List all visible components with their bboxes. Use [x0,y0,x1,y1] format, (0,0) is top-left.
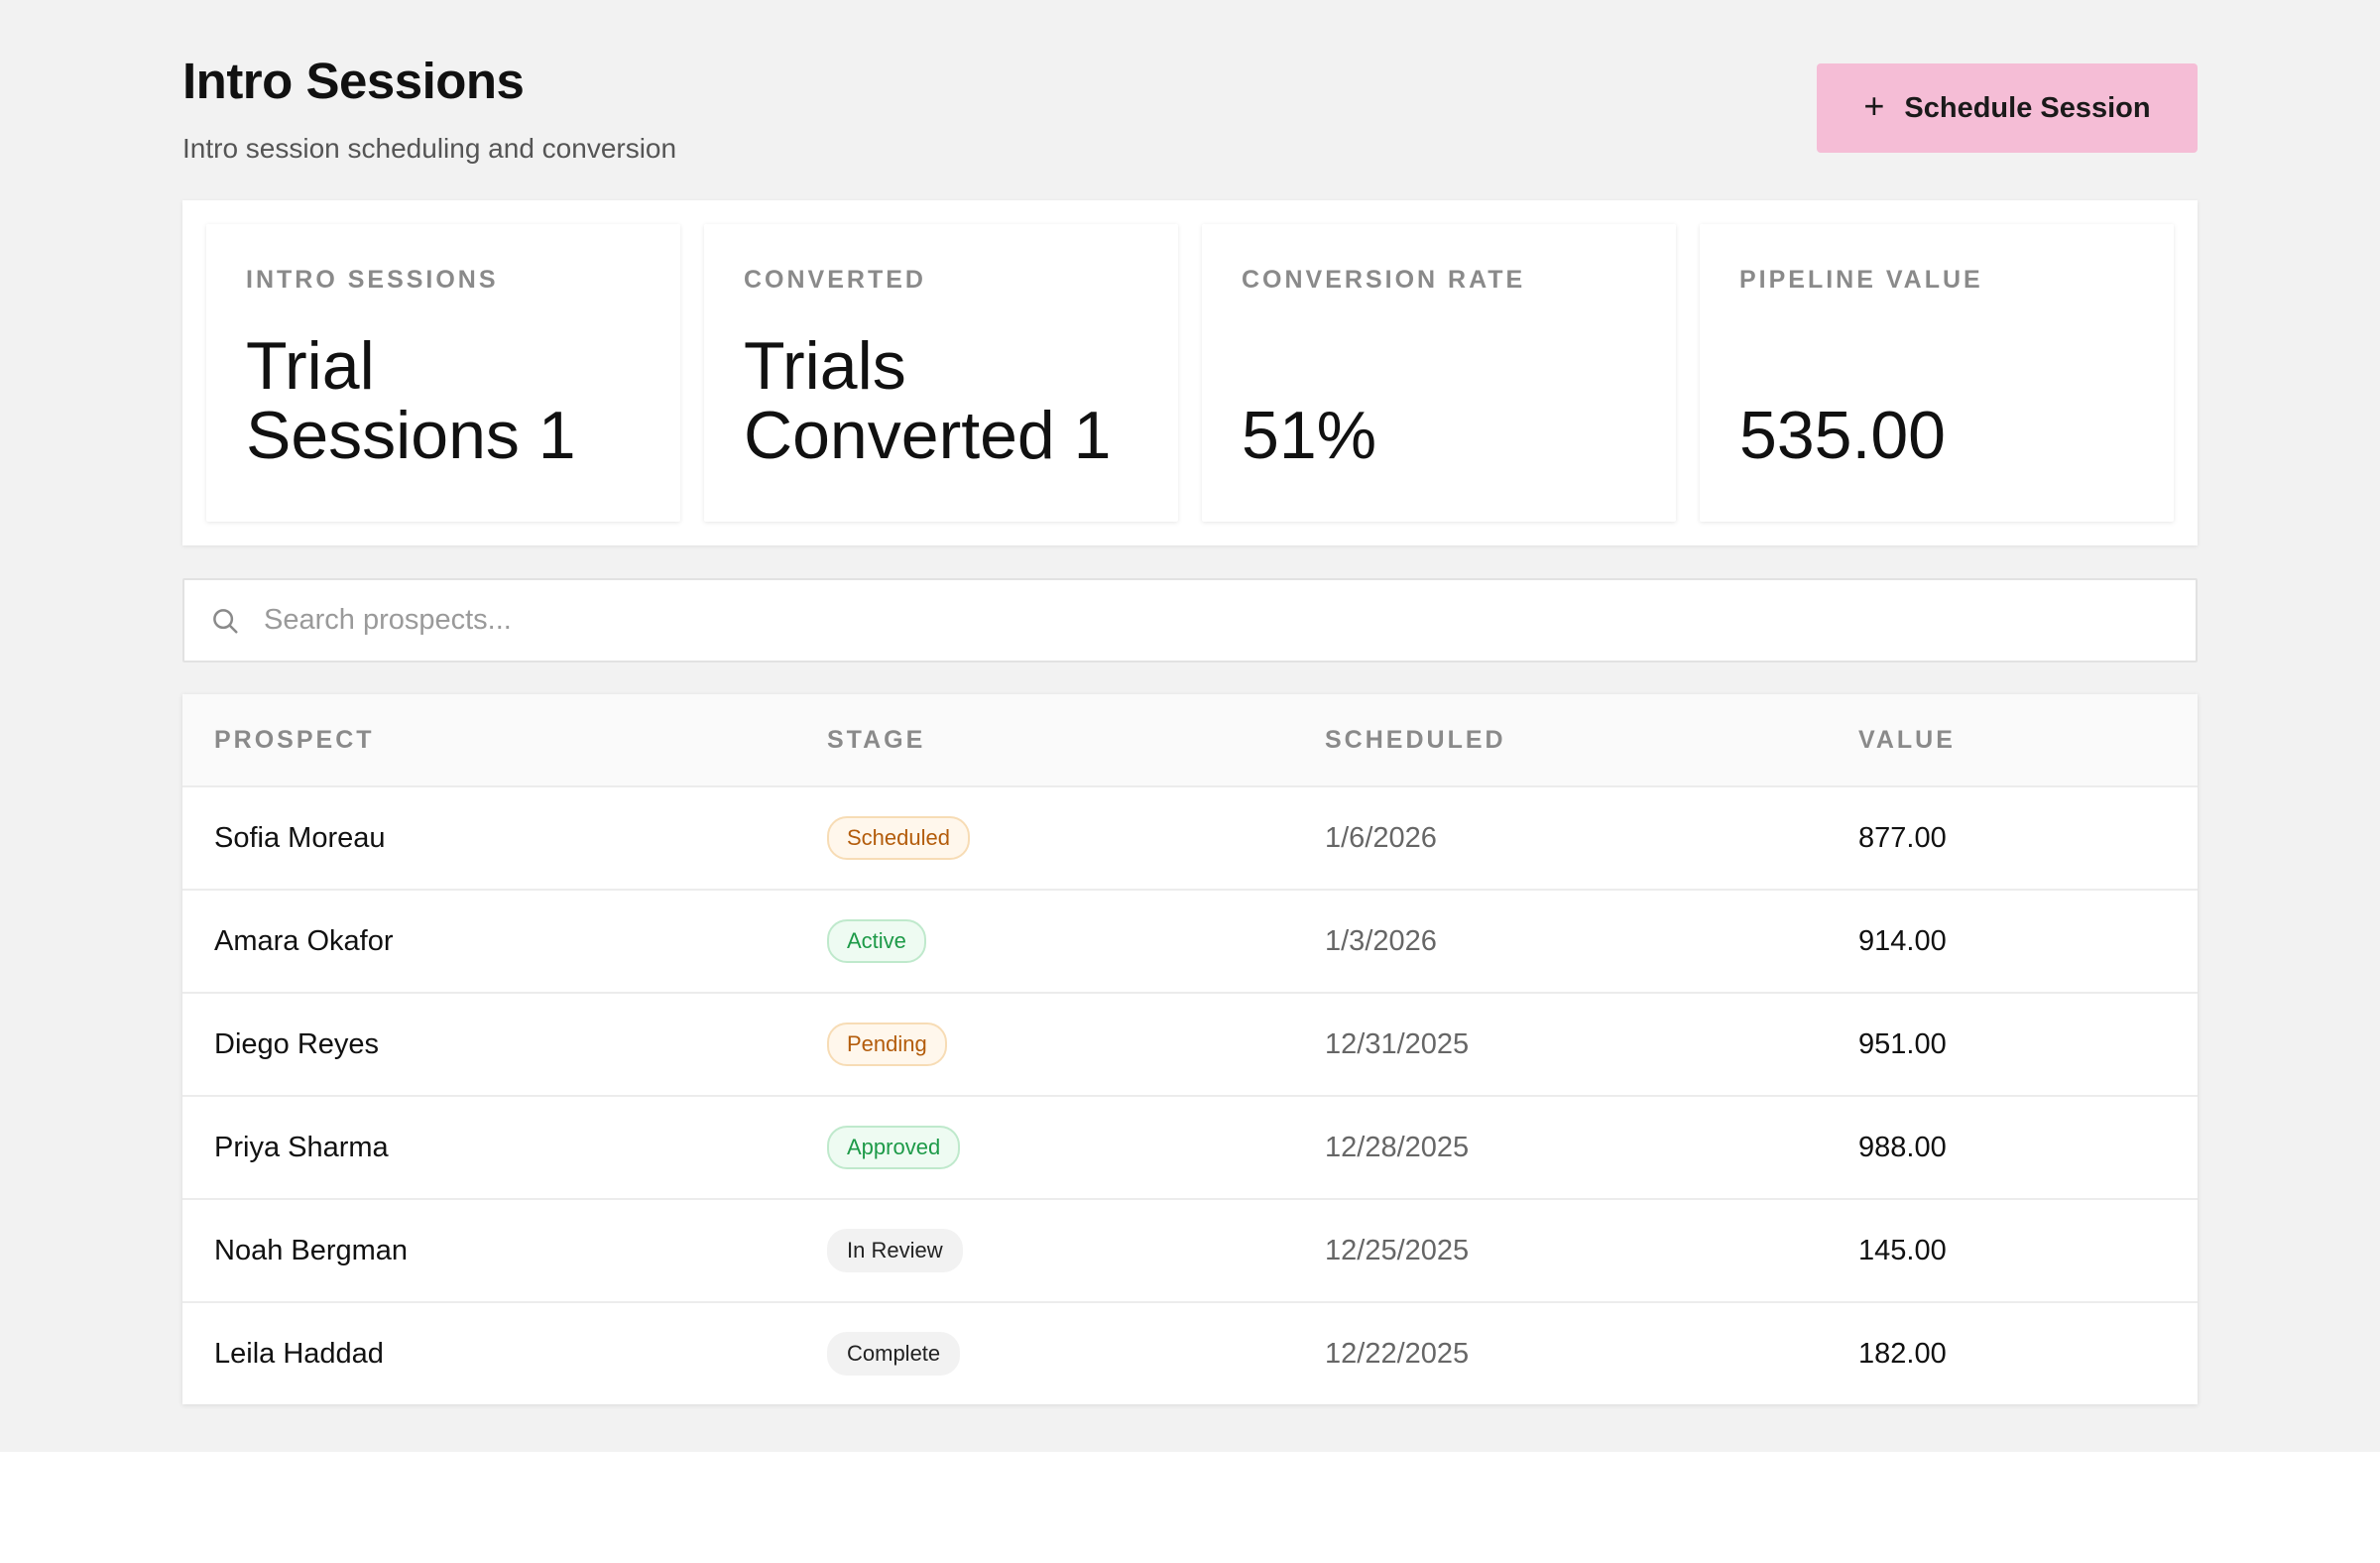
prospect-value: 914.00 [1858,924,1947,957]
table-header: PROSPECT STAGE SCHEDULED VALUE [182,694,2198,785]
prospect-name: Noah Bergman [214,1234,409,1266]
schedule-session-label: Schedule Session [1904,91,2151,124]
page-subtitle: Intro session scheduling and conversion [182,133,677,164]
scheduled-date: 12/22/2025 [1325,1337,1470,1370]
stage-badge: Pending [827,1022,947,1067]
column-header-stage[interactable]: STAGE [827,725,926,754]
prospect-value: 877.00 [1858,821,1947,854]
prospect-value: 988.00 [1858,1131,1947,1163]
column-header-value[interactable]: VALUE [1858,725,1956,754]
scheduled-date: 1/6/2026 [1325,821,1437,854]
stat-label: CONVERSION RATE [1242,266,1526,294]
scheduled-date: 1/3/2026 [1325,924,1437,957]
stat-label: PIPELINE VALUE [1739,266,1983,294]
main-container: Intro Sessions Intro session scheduling … [182,0,2198,1404]
prospect-name: Diego Reyes [214,1027,380,1060]
stage-badge: In Review [827,1228,963,1273]
prospect-value: 951.00 [1858,1027,1947,1060]
schedule-session-button[interactable]: + Schedule Session [1817,63,2198,153]
stat-label: INTRO SESSIONS [246,266,499,294]
column-header-scheduled[interactable]: SCHEDULED [1325,725,1506,754]
page-title: Intro Sessions [182,53,525,109]
page-header: Intro Sessions Intro session scheduling … [182,0,2198,198]
table-row[interactable]: Leila Haddad Complete 12/22/2025 182.00 [182,1301,2198,1404]
stat-label: CONVERTED [744,266,926,294]
table-row[interactable]: Sofia Moreau Scheduled 1/6/2026 877.00 [182,785,2198,889]
prospect-value: 145.00 [1858,1234,1947,1266]
prospect-value: 182.00 [1858,1337,1947,1370]
prospect-name: Sofia Moreau [214,821,386,854]
stat-value: 51% [1242,398,1377,473]
stat-value: Trials Converted 1 [744,328,1112,473]
search-input[interactable] [264,580,2196,661]
stat-card-converted: CONVERTED Trials Converted 1 [704,224,1178,522]
plus-icon: + [1863,85,1885,126]
stat-card-pipeline-value: PIPELINE VALUE 535.00 [1700,224,2174,522]
scheduled-date: 12/25/2025 [1325,1234,1470,1266]
prospect-name: Leila Haddad [214,1337,384,1370]
search-box[interactable] [182,578,2198,662]
stage-badge: Complete [827,1331,961,1377]
prospects-table: PROSPECT STAGE SCHEDULED VALUE Sofia Mor… [182,694,2198,1404]
prospect-name: Amara Okafor [214,924,394,957]
stat-value: 535.00 [1739,398,1946,473]
table-row[interactable]: Noah Bergman In Review 12/25/2025 145.00 [182,1198,2198,1301]
table-row[interactable]: Amara Okafor Active 1/3/2026 914.00 [182,889,2198,992]
stat-card-conversion-rate: CONVERSION RATE 51% [1202,224,1676,522]
search-icon [213,608,238,633]
stage-badge: Approved [827,1125,961,1170]
column-header-prospect[interactable]: PROSPECT [214,725,375,754]
table-row[interactable]: Diego Reyes Pending 12/31/2025 951.00 [182,992,2198,1095]
table-row[interactable]: Priya Sharma Approved 12/28/2025 988.00 [182,1095,2198,1198]
stat-card-intro-sessions: INTRO SESSIONS Trial Sessions 1 [206,224,680,522]
stage-badge: Scheduled [827,815,970,861]
stats-panel: INTRO SESSIONS Trial Sessions 1 CONVERTE… [182,200,2198,545]
prospect-name: Priya Sharma [214,1131,389,1163]
stat-value: Trial Sessions 1 [246,328,576,473]
scheduled-date: 12/31/2025 [1325,1027,1470,1060]
stage-badge: Active [827,918,926,964]
scheduled-date: 12/28/2025 [1325,1131,1470,1163]
